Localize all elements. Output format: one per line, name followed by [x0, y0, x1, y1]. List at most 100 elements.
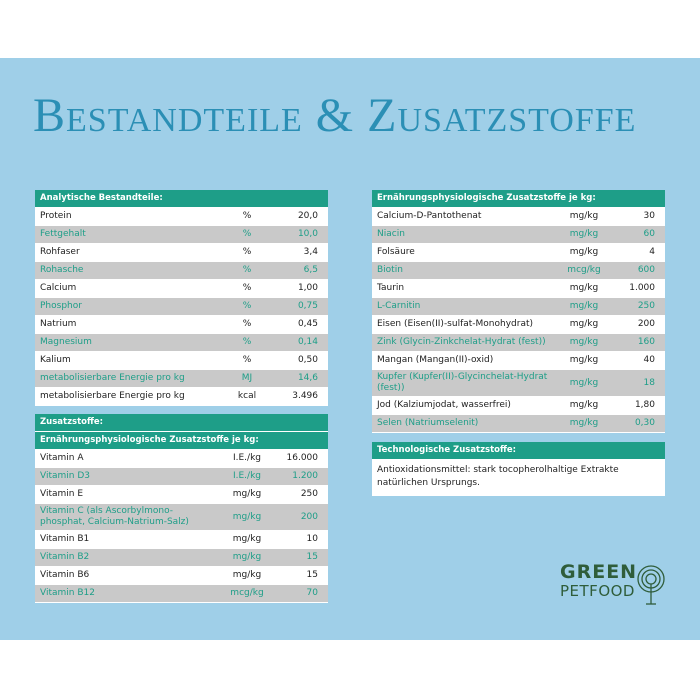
table-row: Taurin mg/kg 1.000: [372, 280, 665, 298]
row-unit: mcg/kg: [230, 588, 264, 598]
row-value: 1,80: [634, 400, 655, 410]
row-value: 10: [306, 534, 318, 544]
row-value: 30: [643, 211, 655, 221]
row-value: 1.200: [292, 471, 318, 481]
row-value: 14,6: [297, 373, 318, 383]
row-unit: mg/kg: [569, 418, 599, 428]
row-unit: mg/kg: [569, 377, 599, 388]
row-value: 15: [306, 570, 318, 580]
row-name: Kupfer (Kupfer(II)-Glycinchelat-Hydrat (…: [377, 372, 548, 393]
table-row: Vitamin B12 mcg/kg 70: [35, 585, 328, 603]
table-row: Mangan (Mangan(II)-oxid) mg/kg 40: [372, 352, 665, 370]
row-name: Magnesium: [40, 337, 92, 347]
row-name: Vitamin E: [40, 489, 84, 499]
table-row: Niacin mg/kg 60: [372, 226, 665, 244]
row-value: 16.000: [286, 453, 319, 463]
row-unit: mg/kg: [569, 355, 599, 365]
row-name: Kalium: [40, 355, 71, 365]
row-unit: mg/kg: [569, 301, 599, 311]
row-unit: mg/kg: [232, 489, 262, 499]
additives-table: Zusatzstoffe: Ernährungsphysiologische Z…: [35, 414, 328, 603]
table-row: Kalium% 0,50: [35, 352, 328, 370]
row-name: Eisen (Eisen(II)-sulfat-Monohydrat): [377, 319, 534, 329]
row-unit: %: [242, 301, 252, 311]
row-unit: mg/kg: [569, 337, 599, 347]
table-row: Vitamin B1 mg/kg 10: [35, 531, 328, 549]
row-value: 18: [643, 377, 655, 388]
row-value: 4: [649, 247, 655, 257]
table-row: Vitamin C (als Ascorbylmono-phosphat, Ca…: [35, 504, 328, 531]
row-value: 1,00: [297, 283, 318, 293]
row-unit: %: [242, 319, 252, 329]
title: Bestandteile & Zusatzstoffe: [33, 89, 637, 142]
nutritional-table: Ernährungsphysiologische Zusatzstoffe je…: [372, 190, 665, 433]
row-unit: MJ: [241, 373, 253, 383]
row-unit: %: [242, 229, 252, 239]
row-unit: mg/kg: [232, 511, 262, 522]
row-value: 10,0: [297, 229, 318, 239]
table-row: Calcium-D-Pantothenat mg/kg 30: [372, 208, 665, 226]
table-row: Vitamin B6 mg/kg 15: [35, 567, 328, 585]
table-row: Rohasche% 6,5: [35, 262, 328, 280]
table-text: Antioxidationsmittel: stark tocopherolha…: [372, 460, 665, 496]
table-row: metabolisierbare Energie pro kg kcal 3.496: [35, 388, 328, 406]
row-name: Vitamin B12: [40, 588, 95, 598]
row-unit: mg/kg: [569, 283, 599, 293]
table-row: Calcium% 1,00: [35, 280, 328, 298]
table-subheader: Ernährungsphysiologische Zusatzstoffe je…: [35, 432, 328, 450]
row-unit: I.E./kg: [232, 453, 262, 463]
row-value: 3.496: [292, 391, 318, 401]
row-value: 0,30: [634, 418, 655, 428]
row-name: Biotin: [377, 265, 403, 275]
row-name: Niacin: [377, 229, 405, 239]
row-name: Mangan (Mangan(II)-oxid): [377, 355, 494, 365]
row-unit: %: [242, 247, 252, 257]
row-value: 200: [637, 319, 655, 329]
row-name: Rohfaser: [40, 247, 80, 257]
row-unit: %: [242, 355, 252, 365]
rows: Calcium-D-Pantothenat mg/kg 30 Niacin mg/kg 6…: [372, 208, 665, 433]
table-row: Vitamin D3 I.E./kg 1.200: [35, 468, 328, 486]
row-unit: mg/kg: [569, 247, 599, 257]
row-unit: %: [242, 265, 252, 275]
row-value: 250: [300, 489, 318, 499]
table-row: Vitamin E mg/kg 250: [35, 486, 328, 504]
row-name: Fettgehalt: [40, 229, 86, 239]
row-unit: I.E./kg: [232, 471, 262, 481]
logo-line: PETFOOD: [560, 582, 635, 600]
row-unit: mg/kg: [569, 229, 599, 239]
rows: Protein% 20,0 Fettgehalt% 10,0 Rohfaser% 3,4 R…: [35, 208, 328, 406]
row-name: Protein: [40, 211, 72, 221]
row-value: 250: [637, 301, 655, 311]
row-value: 70: [306, 588, 318, 598]
row-unit: kcal: [237, 391, 257, 401]
row-name: metabolisierbare Energie pro kg: [40, 391, 185, 401]
row-value: 160: [637, 337, 655, 347]
row-value: 0,45: [297, 319, 318, 329]
table-row: Selen (Natriumselenit) mg/kg 0,30: [372, 415, 665, 433]
logo-icon: [637, 565, 665, 605]
row-name: Taurin: [377, 283, 405, 293]
table-row: Magnesium% 0,14: [35, 334, 328, 352]
row-name: Selen (Natriumselenit): [377, 418, 479, 428]
row-unit: mcg/kg: [567, 265, 601, 275]
table-header: Zusatzstoffe:: [35, 414, 328, 432]
row-name: Vitamin C (als Ascorbylmono-phosphat, Ca…: [40, 506, 189, 527]
table-row: Rohfaser% 3,4: [35, 244, 328, 262]
row-name: Vitamin D3: [40, 471, 90, 481]
logo: GREEN PETFOOD: [560, 562, 665, 605]
row-name: Folsäure: [377, 247, 415, 257]
row-unit: mg/kg: [569, 400, 599, 410]
row-unit: mg/kg: [232, 552, 262, 562]
row-value: 15: [306, 552, 318, 562]
row-unit: %: [242, 211, 252, 221]
row-name: Vitamin B6: [40, 570, 90, 580]
table-row: Vitamin A I.E./kg 16.000: [35, 450, 328, 468]
table-row: Kupfer (Kupfer(II)-Glycinchelat-Hydrat (…: [372, 370, 665, 397]
row-name: Vitamin B1: [40, 534, 90, 544]
row-unit: mg/kg: [232, 534, 262, 544]
row-name: Jod (Kalziumjodat, wasserfrei): [377, 400, 511, 410]
row-value: 3,4: [303, 247, 318, 257]
table-row: Protein% 20,0: [35, 208, 328, 226]
